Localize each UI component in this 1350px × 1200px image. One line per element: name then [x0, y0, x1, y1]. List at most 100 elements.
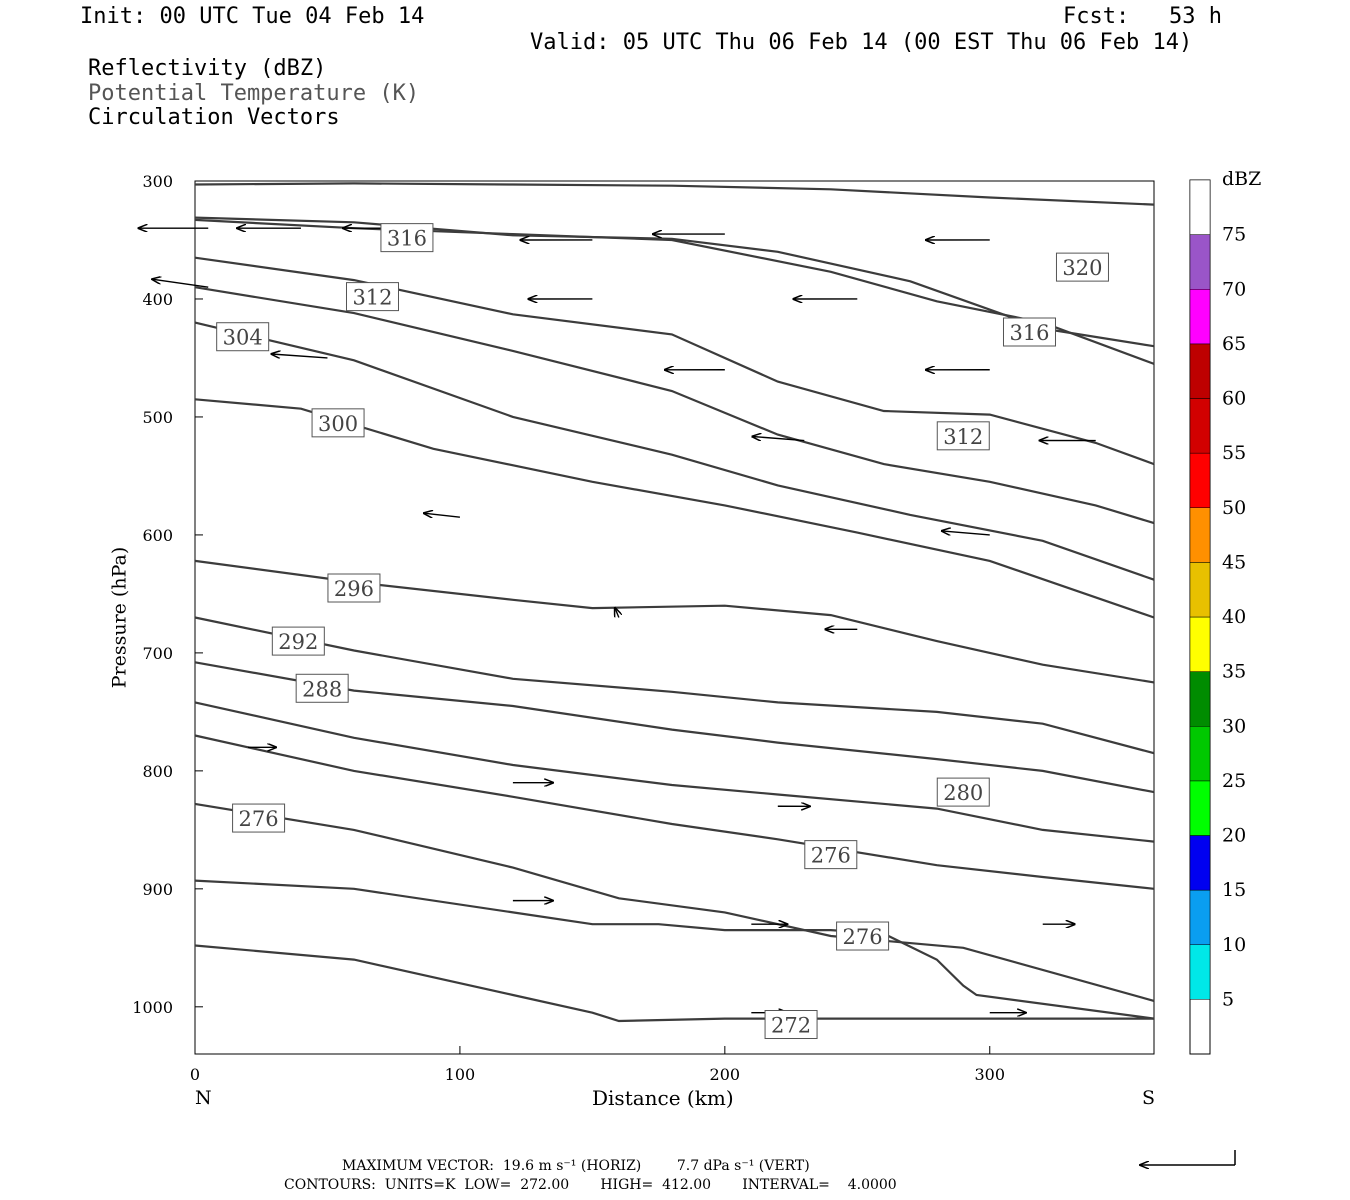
colorbar-swatch	[1189, 671, 1211, 727]
contour-label-280: 280	[936, 777, 990, 807]
colorbar-level-label: 30	[1222, 715, 1246, 737]
colorbar-level-label: 60	[1222, 388, 1246, 410]
theta-contour-288	[194, 661, 1155, 794]
svg-text:320: 320	[1062, 256, 1102, 280]
colorbar-title: dBZ	[1222, 168, 1262, 190]
contour-label-312: 312	[345, 282, 399, 312]
svg-text:276: 276	[811, 844, 851, 868]
circulation-vector	[615, 608, 619, 618]
y-tick-label: 700	[142, 644, 173, 663]
colorbar-swatch	[1189, 944, 1211, 1000]
svg-text:280: 280	[943, 781, 983, 805]
contour-label-288: 288	[295, 673, 349, 703]
contour-label-292: 292	[271, 626, 325, 656]
theta-contour-276	[194, 879, 1155, 1020]
x-axis-right-end: S	[1142, 1087, 1156, 1109]
theta-contour-312	[194, 256, 1155, 466]
contour-label-300: 300	[311, 408, 365, 438]
svg-text:292: 292	[278, 630, 318, 654]
y-axis-label: Pressure (hPa)	[108, 546, 131, 689]
theta-contour-304	[194, 321, 1155, 581]
theta-contour-320	[194, 182, 1155, 206]
svg-text:316: 316	[1009, 321, 1049, 345]
y-tick-label: 800	[142, 762, 173, 781]
colorbar-swatch	[1189, 289, 1211, 345]
theta-contour-312	[194, 286, 1155, 525]
valid-time: Valid: 05 UTC Thu 06 Feb 14 (00 EST Thu …	[530, 30, 1193, 55]
theta-contour-276	[194, 802, 1155, 1002]
colorbar-swatch	[1189, 835, 1211, 891]
contour-label-276: 276	[804, 840, 858, 870]
colorbar-swatch	[1189, 616, 1211, 672]
colorbar-swatch	[1189, 343, 1211, 399]
svg-text:304: 304	[223, 326, 263, 350]
svg-text:312: 312	[352, 286, 392, 310]
theta-contour-280	[194, 701, 1155, 843]
colorbar-swatch	[1189, 889, 1211, 945]
colorbar-level-label: 50	[1222, 497, 1246, 519]
circulation-vector	[152, 279, 209, 288]
theta-contour-296	[194, 559, 1155, 684]
colorbar-level-label: 45	[1222, 551, 1246, 573]
contour-label-276: 276	[232, 803, 286, 833]
svg-text:288: 288	[302, 677, 342, 701]
init-time: Init: 00 UTC Tue 04 Feb 14	[80, 4, 425, 29]
svg-text:300: 300	[318, 412, 358, 436]
svg-text:276: 276	[239, 807, 279, 831]
y-tick-label: 1000	[132, 998, 173, 1017]
x-axis-left-end: N	[195, 1087, 212, 1109]
colorbar-level-label: 65	[1222, 333, 1246, 355]
colorbar: 5 10 15 20 25 30 35 40 45 50 55 60 65 70 75	[1189, 179, 1246, 1055]
max-vector-note: MAXIMUM VECTOR: 19.6 m s⁻¹ (HORIZ) 7.7 d…	[342, 1158, 810, 1174]
colorbar-swatch	[1189, 562, 1211, 618]
contour-label-312: 312	[936, 421, 990, 451]
x-tick-label: 300	[974, 1065, 1005, 1084]
contour-label-304: 304	[216, 322, 270, 352]
vector-layer	[139, 228, 1096, 1013]
colorbar-level-label: 55	[1222, 442, 1246, 464]
y-tick-label: 300	[142, 172, 173, 191]
contours-note: CONTOURS: UNITS=K LOW= 272.00 HIGH= 412.…	[284, 1177, 897, 1193]
x-tick-label: 100	[445, 1065, 476, 1084]
svg-text:272: 272	[771, 1014, 811, 1038]
theta-contour-272	[194, 944, 1154, 1023]
y-tick-label: 900	[142, 880, 173, 899]
colorbar-level-label: 70	[1222, 278, 1246, 300]
field-label-theta: Potential Temperature (K)	[88, 81, 420, 106]
colorbar-swatch	[1189, 507, 1211, 563]
y-tick-label: 600	[142, 526, 173, 545]
contour-label-316: 316	[1002, 317, 1056, 347]
svg-text:316: 316	[387, 227, 427, 251]
svg-text:296: 296	[334, 577, 374, 601]
theta-contour-292	[194, 616, 1155, 755]
contour-label-276: 276	[836, 921, 890, 951]
contour-label-272: 272	[764, 1010, 818, 1040]
circulation-vector	[752, 437, 805, 442]
contour-label-296: 296	[327, 573, 381, 603]
y-tick-label: 500	[142, 408, 173, 427]
theta-contour-276	[194, 734, 1155, 890]
colorbar-level-label: 15	[1222, 879, 1246, 901]
colorbar-level-label: 20	[1222, 825, 1246, 847]
circulation-vector	[942, 531, 990, 535]
colorbar-level-label: 75	[1222, 224, 1246, 246]
colorbar-swatch	[1189, 179, 1211, 235]
field-label-vectors: Circulation Vectors	[88, 105, 340, 130]
contour-label-layer: 320 316 316 312 312 304 300 296 292 288 280 276 276 2…	[216, 223, 1109, 1040]
circulation-vector	[424, 513, 460, 517]
contour-label-320: 320	[1055, 252, 1109, 282]
colorbar-level-label: 40	[1222, 606, 1246, 628]
colorbar-level-label: 5	[1222, 988, 1234, 1010]
colorbar-swatch	[1189, 780, 1211, 836]
svg-text:276: 276	[843, 925, 883, 949]
colorbar-swatch	[1189, 234, 1211, 290]
plot-frame	[194, 180, 1155, 1055]
y-tick-label: 400	[142, 290, 173, 309]
svg-text:312: 312	[943, 425, 983, 449]
axis-layer: 300 400 500 600 700 800 900 1000 0 100 200 300	[132, 172, 1005, 1084]
x-axis-label: Distance (km)	[592, 1086, 734, 1110]
x-tick-label: 0	[190, 1065, 200, 1084]
colorbar-level-label: 25	[1222, 770, 1246, 792]
x-tick-label: 200	[710, 1065, 741, 1084]
